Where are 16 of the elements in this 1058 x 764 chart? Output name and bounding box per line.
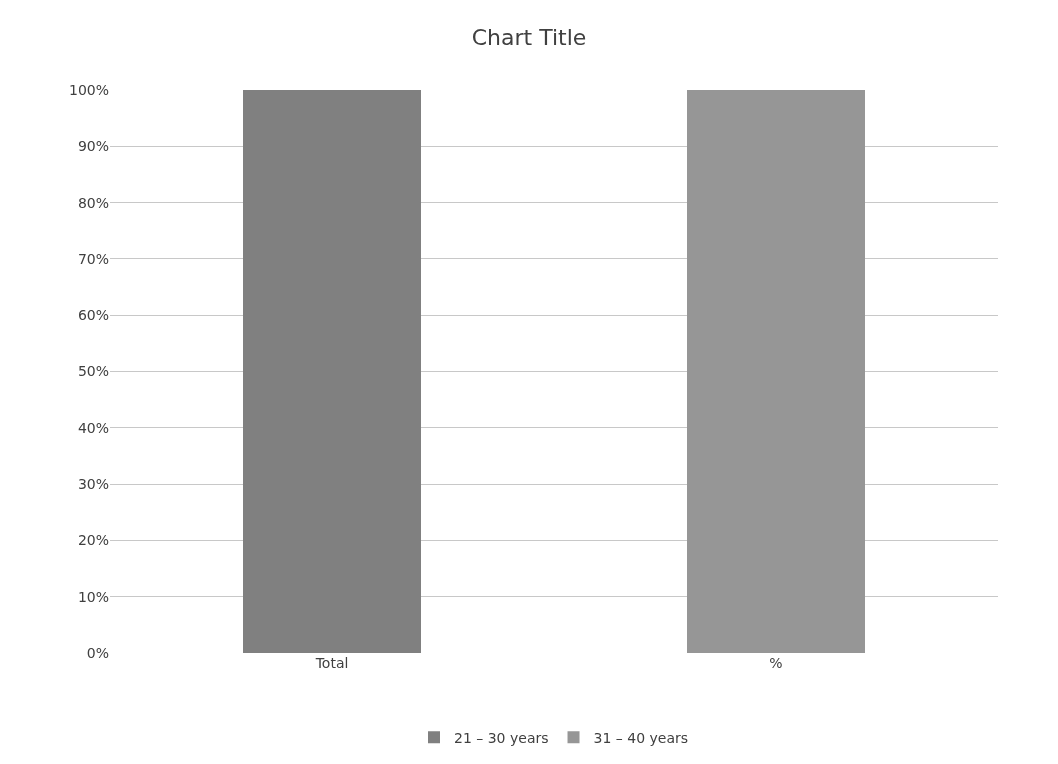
x-tick-label: Total <box>314 655 349 671</box>
y-tick-label: 10% <box>77 588 109 605</box>
y-tick-label: 50% <box>77 363 109 380</box>
chart-title: Chart Title <box>471 25 587 50</box>
legend-label: 31 – 40 years <box>593 729 689 746</box>
y-tick-label: 0% <box>86 644 109 661</box>
y-tick-label: 20% <box>77 532 109 549</box>
legend-label: 21 – 30 years <box>454 729 549 746</box>
x-tick-label: % <box>769 655 783 671</box>
y-tick-label: 90% <box>77 138 109 155</box>
y-tick-label: 40% <box>77 419 109 436</box>
y-tick-label: 80% <box>77 194 109 211</box>
y-tick-label: 70% <box>77 250 109 267</box>
y-tick-label: 100% <box>68 81 109 98</box>
y-tick-label: 60% <box>77 307 109 324</box>
y-tick-label: 30% <box>77 476 109 492</box>
